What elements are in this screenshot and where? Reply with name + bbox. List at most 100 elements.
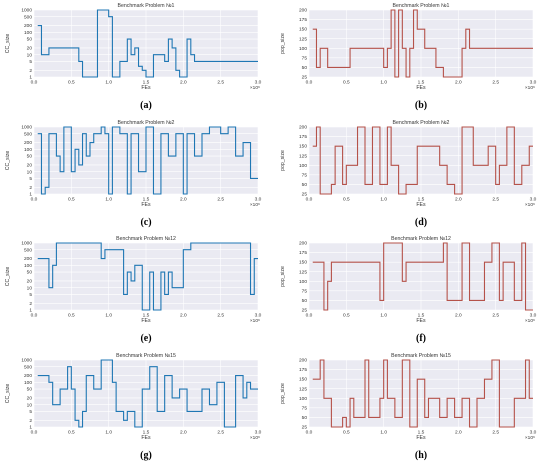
y-tick-label: 175 [299, 367, 307, 373]
panel-caption: (g) [140, 450, 152, 461]
chart-h: Benchmark Problem №15 25 50 75 100 125 150 175 2… [280, 353, 537, 461]
chart-f: Benchmark Problem №12 25 50 75 100 125 150 175 2… [280, 236, 537, 344]
panel-h: Benchmark Problem №15 25 50 75 100 125 150 175 2… [275, 350, 550, 466]
x-multiplier: ×10⁶ [525, 85, 535, 91]
panel-caption: (f) [416, 333, 426, 344]
y-tick-label: 175 [299, 250, 307, 256]
chart-title: Benchmark Problem №1 [118, 3, 175, 9]
y-tick-label: 1 [29, 424, 32, 430]
y-tick-label: 50 [302, 182, 308, 188]
x-tick-label: 3.0 [255, 80, 262, 86]
x-tick-label: 2.5 [492, 429, 499, 435]
x-tick-label: 2.5 [492, 196, 499, 202]
x-tick-label: 3.0 [255, 313, 262, 319]
x-tick-label: 2.0 [180, 429, 187, 435]
y-axis-label: CC_size [5, 34, 11, 54]
series-line [37, 242, 258, 311]
x-tick-label: 1.0 [105, 196, 112, 202]
x-tick-label: 2.0 [455, 429, 462, 435]
panel-caption: (h) [415, 450, 427, 461]
panel-caption: (b) [415, 100, 427, 111]
y-axis-label: CC_size [5, 267, 11, 287]
panel-d: Benchmark Problem №2 25 50 75 100 125 150 175 20… [275, 117, 550, 234]
chart-title: Benchmark Problem №2 [118, 120, 175, 126]
x-tick-label: 0.0 [306, 80, 313, 86]
panel-a: Benchmark Problem №1 1 2 5 10 20 50 100 200 500 10… [0, 0, 275, 117]
x-tick-label: 0.0 [31, 80, 38, 86]
y-tick-label: 500 [24, 247, 32, 253]
y-tick-label: 50 [302, 415, 308, 421]
y-axis-label: pop_size [280, 266, 286, 287]
y-tick-label: 500 [24, 131, 32, 137]
y-tick-label: 200 [299, 241, 307, 247]
y-tick-label: 200 [24, 256, 32, 262]
chart-g: Benchmark Problem №151251020501002005001… [5, 353, 262, 461]
x-multiplier: ×10⁶ [525, 202, 535, 208]
chart-d: Benchmark Problem №2 25 50 75 100 125 150 175 20… [280, 120, 537, 228]
y-tick-label: 125 [299, 269, 307, 275]
x-tick-label: 0.5 [343, 80, 350, 86]
y-tick-label: 200 [299, 124, 307, 130]
y-tick-label: 2 [29, 417, 32, 423]
x-axis-label: FEs [416, 85, 426, 91]
chart-title: Benchmark Problem №1 [393, 3, 450, 9]
y-tick-label: 20 [27, 279, 33, 285]
y-tick-label: 75 [302, 288, 308, 294]
x-tick-label: 1.5 [143, 196, 150, 202]
x-tick-label: 0.0 [306, 196, 313, 202]
x-tick-label: 0.0 [306, 313, 313, 319]
x-tick-label: 0.5 [68, 80, 75, 86]
y-tick-label: 50 [27, 153, 33, 159]
x-axis-label: FEs [416, 318, 426, 324]
chart-e: Benchmark Problem №121251020501002005001… [5, 236, 262, 344]
y-tick-label: 175 [299, 134, 307, 140]
x-tick-label: 1.0 [380, 80, 387, 86]
x-tick-label: 2.5 [492, 313, 499, 319]
y-tick-label: 500 [24, 14, 32, 20]
y-tick-label: 100 [299, 279, 307, 285]
chart-title: Benchmark Problem №2 [393, 120, 450, 126]
y-tick-label: 200 [24, 140, 32, 146]
x-multiplier: ×10⁶ [250, 202, 260, 208]
y-tick-label: 1 [29, 191, 32, 197]
y-tick-label: 1 [29, 75, 32, 81]
x-tick-label: 0.5 [68, 429, 75, 435]
x-tick-label: 1.5 [418, 196, 425, 202]
x-axis-label: FEs [141, 435, 151, 441]
x-tick-label: 1.0 [380, 429, 387, 435]
panel-g: Benchmark Problem №15 1 2 5 10 20 50 100 200 500 1… [0, 350, 275, 466]
x-tick-label: 3.0 [530, 313, 537, 319]
x-multiplier: ×10⁶ [250, 85, 260, 91]
x-tick-label: 2.5 [217, 196, 224, 202]
x-tick-label: 3.0 [530, 429, 537, 435]
x-tick-label: 3.0 [255, 429, 262, 435]
y-tick-label: 150 [299, 260, 307, 266]
panel-caption: (d) [415, 217, 427, 228]
y-tick-label: 5 [29, 59, 32, 65]
x-tick-label: 1.0 [105, 80, 112, 86]
y-tick-label: 100 [299, 162, 307, 168]
y-tick-label: 50 [302, 65, 308, 71]
x-axis-label: FEs [141, 202, 151, 208]
x-tick-label: 2.5 [217, 313, 224, 319]
y-tick-label: 2 [29, 184, 32, 190]
series-line [312, 9, 533, 78]
x-tick-label: 1.0 [380, 196, 387, 202]
panel-c: Benchmark Problem №2 1 2 5 10 20 50 100 200 500 10… [0, 117, 275, 234]
y-tick-label: 100 [24, 263, 32, 269]
y-tick-label: 100 [299, 395, 307, 401]
series-line [37, 125, 258, 195]
x-tick-label: 0.0 [306, 429, 313, 435]
x-tick-label: 1.5 [418, 313, 425, 319]
x-tick-label: 1.5 [143, 429, 150, 435]
x-tick-label: 3.0 [530, 80, 537, 86]
y-tick-label: 75 [302, 55, 308, 61]
y-tick-label: 1000 [21, 8, 32, 14]
y-tick-label: 50 [302, 298, 308, 304]
y-tick-label: 75 [302, 172, 308, 178]
x-axis-label: FEs [416, 435, 426, 441]
chart-title: Benchmark Problem №15 [391, 353, 451, 359]
x-tick-label: 1.0 [380, 313, 387, 319]
